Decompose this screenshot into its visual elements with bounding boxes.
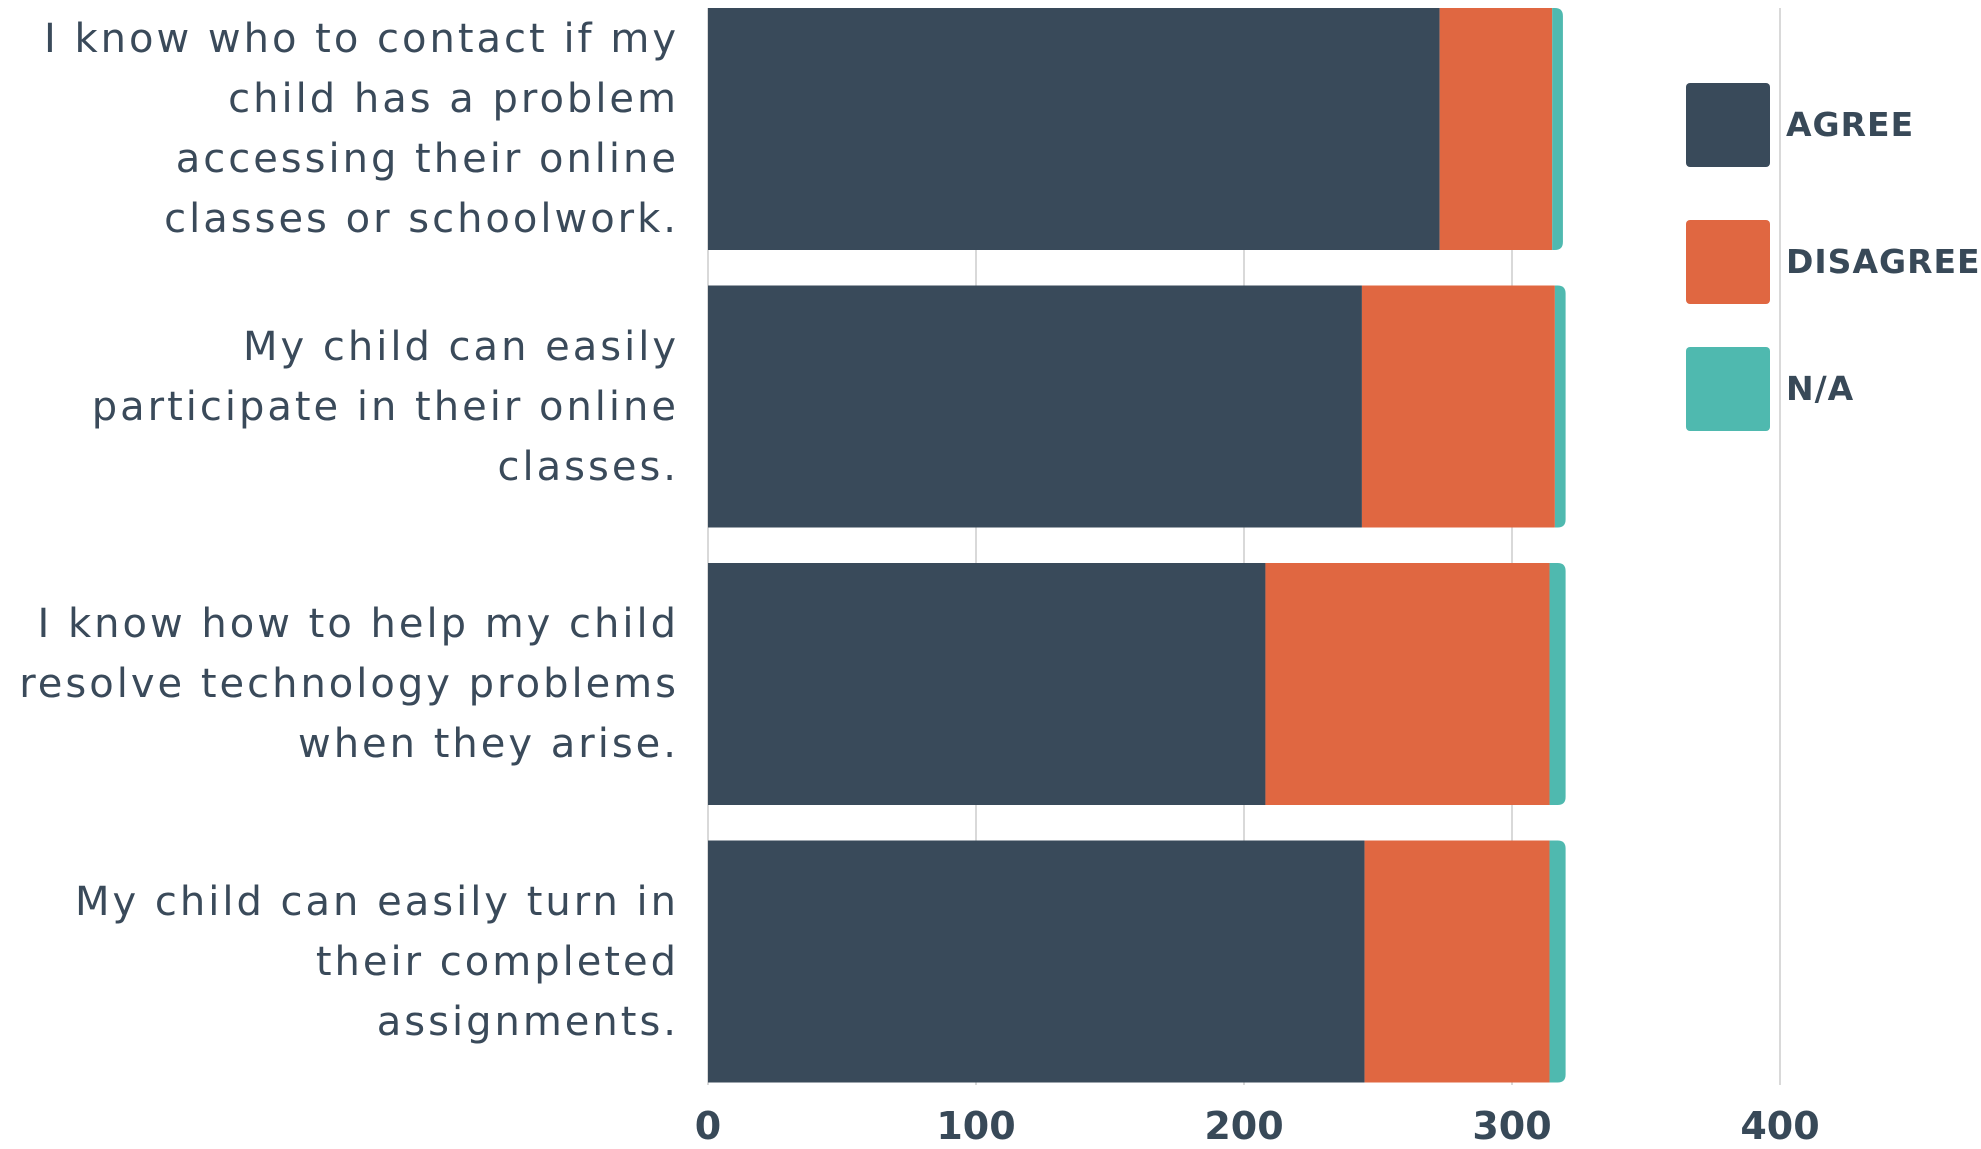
legend-swatch (1686, 220, 1770, 304)
bar-disagree-2 (1361, 285, 1555, 528)
x-tick-label-200: 200 (1204, 1104, 1284, 1148)
bar-disagree-3 (1265, 563, 1550, 805)
legend-swatch (1686, 83, 1770, 167)
bar-na-4 (1549, 840, 1566, 1083)
bar-agree-4 (708, 840, 1365, 1083)
legend-swatch (1686, 347, 1770, 431)
x-tick-label-400: 400 (1740, 1104, 1820, 1148)
bar-agree-3 (708, 563, 1266, 805)
legend-label: N/A (1786, 369, 1855, 408)
bar-na-1 (1552, 8, 1563, 250)
legend-label: DISAGREE (1786, 242, 1981, 281)
bar-agree-1 (708, 8, 1440, 250)
category-label-3: I know how to help my child resolve tech… (19, 601, 679, 767)
x-tick-label-0: 0 (694, 1104, 722, 1148)
bar-na-3 (1549, 563, 1566, 805)
bar-agree-2 (708, 285, 1362, 528)
bar-disagree-1 (1439, 8, 1553, 250)
x-tick-label-300: 300 (1472, 1104, 1552, 1148)
category-label-1: I know who to contact if my child has a … (43, 16, 679, 242)
bar-disagree-4 (1364, 840, 1550, 1083)
x-tick-label-100: 100 (936, 1104, 1016, 1148)
legend-label: AGREE (1786, 105, 1915, 144)
bar-na-2 (1554, 285, 1566, 528)
category-label-4: My child can easily turn in their comple… (74, 878, 679, 1045)
category-label-2: My child can easily participate in their… (91, 323, 679, 490)
